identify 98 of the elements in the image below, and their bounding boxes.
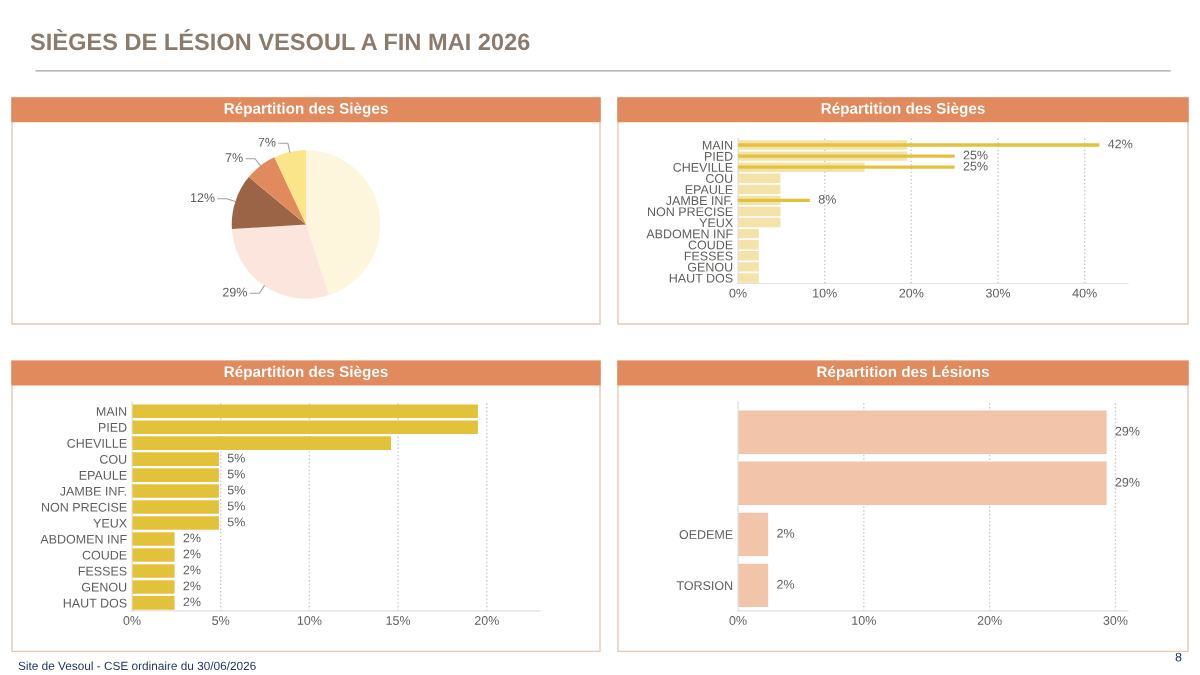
x-tick-label: 10% (852, 616, 876, 625)
x-tick-label: 0% (729, 288, 747, 298)
data-label: 2% (183, 597, 201, 607)
y-tick-label: MAIN (96, 407, 127, 416)
y-tick-label: ABDOMEN INF (646, 229, 733, 239)
y-tick-label: NON PRECISE (42, 502, 127, 512)
pie-slice (248, 157, 306, 225)
y-tick-label: GENOU (81, 582, 127, 592)
bar (132, 548, 175, 562)
y-tick-label: EPAULE (79, 471, 127, 480)
data-label: 2% (777, 528, 795, 538)
y-tick-label: FESSES (684, 251, 733, 261)
text: 8 (1175, 652, 1182, 662)
bar (738, 184, 781, 195)
x-tick-label: 0% (729, 616, 747, 625)
data-label: 25% (963, 150, 988, 160)
data-label: 2% (183, 565, 201, 575)
data-label: 7% (225, 153, 243, 163)
data-label: 42% (1108, 139, 1133, 149)
chart-title: Répartition des Sièges (224, 365, 388, 381)
bar (132, 500, 219, 514)
bar (738, 165, 955, 169)
data-label: 29% (1115, 477, 1140, 487)
bar (132, 436, 391, 450)
bar (738, 143, 1100, 147)
bar (132, 420, 478, 434)
data-label: 2% (183, 581, 201, 591)
pie-slice (306, 150, 381, 296)
data-label: 29% (1115, 426, 1140, 436)
data-label: 5% (227, 501, 245, 511)
data-label: 5% (227, 517, 245, 527)
data-label: 5% (227, 469, 245, 479)
x-tick-label: 20% (899, 288, 924, 298)
y-tick-label: HAUT DOS (669, 273, 733, 283)
y-tick-label: YEUX (699, 218, 733, 228)
pie-slice (274, 150, 306, 225)
x-tick-label: 30% (985, 288, 1011, 298)
pie-slice (231, 177, 306, 230)
bar (132, 516, 219, 530)
data-label: 2% (183, 533, 201, 543)
data-label: 5% (227, 485, 245, 495)
bar (132, 532, 175, 546)
y-tick-label: COU (100, 454, 127, 464)
data-label: 8% (818, 194, 836, 204)
data-label: 7% (258, 137, 276, 147)
x-tick-label: 5% (212, 616, 230, 625)
y-tick-label: YEUX (93, 518, 127, 528)
x-tick-label: 0% (123, 616, 141, 625)
x-tick-label: 20% (474, 616, 499, 625)
bar (738, 206, 781, 217)
x-tick-label: 30% (1103, 616, 1128, 625)
bar (738, 154, 955, 158)
data-label: 2% (777, 579, 795, 589)
data-label: 2% (183, 549, 201, 559)
y-tick-label: CHEVILLE (673, 162, 733, 172)
bar (132, 468, 219, 482)
chart-title: Répartition des Lésions (817, 365, 989, 381)
text: SIÈGES DE LÉSION VESOUL A FIN MAI 2026 (30, 29, 530, 51)
x-tick-label: 40% (1072, 288, 1097, 298)
bar (132, 564, 175, 578)
bar (738, 173, 781, 183)
bar (132, 404, 478, 418)
y-tick-label: GENOU (687, 262, 733, 272)
x-tick-label: 15% (386, 616, 411, 625)
y-tick-label: COU (706, 174, 733, 183)
y-tick-label: JAMBE INF. (59, 487, 126, 496)
bar (738, 217, 781, 228)
y-tick-label: COUDE (688, 240, 733, 250)
y-tick-label: HAUT DOS (63, 598, 127, 608)
x-tick-label: 10% (297, 616, 322, 625)
y-tick-label: JAMBE INF. (665, 196, 732, 206)
bar (132, 452, 219, 466)
y-tick-label: MAIN (702, 140, 733, 150)
bar (132, 596, 175, 610)
x-tick-label: 10% (813, 288, 837, 298)
chart-title: Répartition des Sièges (821, 102, 985, 117)
y-tick-label: PIED (704, 152, 733, 161)
data-label: 12% (190, 193, 215, 203)
bar (738, 240, 759, 250)
data-label: 25% (963, 161, 988, 171)
y-tick-label: COUDE (82, 550, 127, 560)
x-tick-label: 20% (977, 616, 1002, 625)
y-tick-label: EPAULE (685, 185, 733, 194)
y-tick-label: FESSES (78, 566, 127, 576)
bar (738, 198, 810, 203)
chart-title: Répartition des Sièges (224, 102, 388, 117)
y-tick-label: PIED (98, 423, 127, 432)
y-tick-label: CHEVILLE (67, 438, 127, 448)
bar (132, 580, 175, 594)
data-label: 5% (227, 453, 245, 463)
text: Site de Vesoul - CSE ordinaire du 30/06/2026 (18, 661, 256, 671)
y-tick-label: OEDEME (679, 530, 733, 539)
y-tick-label: NON PRECISE (648, 207, 733, 217)
bar (132, 484, 219, 498)
data-label: 29% (222, 287, 247, 297)
bar (738, 228, 759, 239)
y-tick-label: ABDOMEN INF (40, 534, 127, 544)
y-tick-label: TORSION (676, 581, 733, 591)
